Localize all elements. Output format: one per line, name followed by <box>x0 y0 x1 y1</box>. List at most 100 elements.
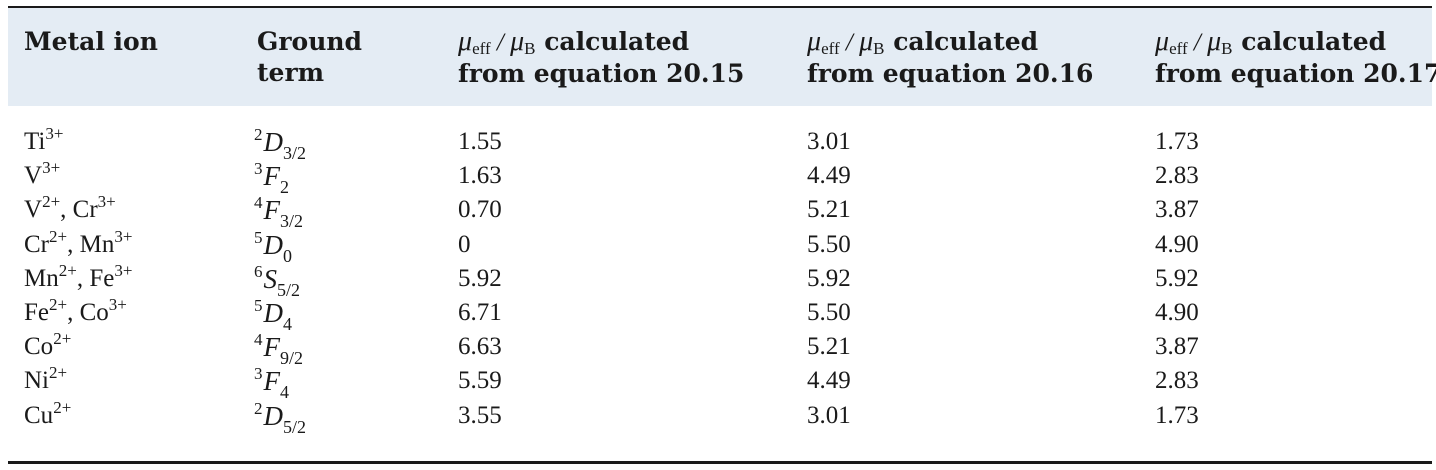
eq1-value: 3.55 <box>458 401 502 429</box>
mu-b-subscript: B <box>1221 39 1233 58</box>
eq1-value: 6.63 <box>458 333 502 361</box>
eq2-value: 4.49 <box>807 367 851 395</box>
header-eq3-label: from equation 20.17 <box>1155 59 1436 88</box>
ion-separator: , <box>67 298 80 326</box>
ion-element: Co <box>24 333 54 361</box>
eq1-value: 0 <box>458 230 471 258</box>
eq3-value: 2.83 <box>1155 367 1199 395</box>
mu-eff-subscript: eff <box>472 39 491 58</box>
term-j: 3/2 <box>280 211 304 232</box>
ground-term-cell: 4F9/2 <box>254 330 304 369</box>
ion-element: Co <box>79 298 109 326</box>
term-j: 9/2 <box>280 348 304 369</box>
ion-charge: 2+ <box>58 260 77 280</box>
term-multiplicity: 4 <box>254 330 263 350</box>
ion-element: Cr <box>24 230 49 258</box>
table-row: Cu2+ 2D5/2 3.55 3.01 1.73 <box>8 398 1432 437</box>
ground-term-cell: 4F3/2 <box>254 193 304 232</box>
ion-charge: 3+ <box>108 294 127 314</box>
eq2-value: 5.92 <box>807 264 851 292</box>
eq2-value: 5.50 <box>807 298 851 326</box>
table-body: Ti3+ 2D3/2 1.55 3.01 1.73 V3+ 3F2 1.63 4.49 2.83 V… <box>8 125 1432 437</box>
ion-separator: , <box>76 264 90 292</box>
calculated-label: calculated <box>535 27 690 56</box>
header-mu-ratio: μeff / μB calculated <box>807 26 1093 58</box>
ion-charge: 2+ <box>49 226 68 246</box>
eq2-value: 4.49 <box>807 162 851 190</box>
ion-element: V <box>24 196 43 224</box>
ground-term-cell: 3F4 <box>254 364 289 403</box>
ion-charge: 3+ <box>97 192 116 212</box>
header-mu-ratio: μeff / μB calculated <box>1155 26 1436 58</box>
eq3-value: 1.73 <box>1155 401 1199 429</box>
eq2-value: 5.21 <box>807 333 851 361</box>
eq3-value: 5.92 <box>1155 264 1199 292</box>
ground-term-cell: 5D0 <box>254 228 292 266</box>
term-j: 5/2 <box>283 416 307 437</box>
ion-charge: 2+ <box>49 294 68 314</box>
term-symbol: D <box>263 127 284 157</box>
mu-symbol: μ <box>1155 26 1170 57</box>
ion-charge: 3+ <box>45 124 64 143</box>
ground-term-cell: 6S5/2 <box>254 261 301 300</box>
ion-element: Fe <box>24 298 49 326</box>
metal-ion-cell: Ti3+ <box>24 125 63 159</box>
term-j: 4 <box>280 382 289 403</box>
header-metal-ion: Metal ion <box>24 26 158 57</box>
term-multiplicity: 6 <box>254 261 263 281</box>
table-header: Metal ion Ground term μeff / μB calculat… <box>8 8 1436 106</box>
table-row: Cr2+, Mn3+ 5D0 0 5.50 4.90 <box>8 228 1432 266</box>
mu-symbol: μ <box>807 26 822 57</box>
header-eq3: μeff / μB calculated from equation 20.17 <box>1155 26 1436 89</box>
data-table: Metal ion Ground term μeff / μB calculat… <box>8 6 1436 464</box>
term-multiplicity: 3 <box>254 364 263 384</box>
metal-ion-cell: Mn2+, Fe3+ <box>24 262 132 296</box>
ion-charge: 3+ <box>114 260 133 280</box>
eq3-value: 4.90 <box>1155 230 1199 258</box>
term-symbol: S <box>263 263 278 294</box>
header-metal-ion-label: Metal ion <box>24 27 158 56</box>
header-ground-term: Ground term <box>257 26 362 88</box>
calculated-label: calculated <box>884 27 1039 56</box>
ion-element: Ni <box>24 367 49 395</box>
ion-element: V <box>24 162 43 190</box>
table-row: V3+ 3F2 1.63 4.49 2.83 <box>8 159 1432 196</box>
calculated-label: calculated <box>1232 27 1387 56</box>
ground-term-cell: 5D4 <box>254 296 292 334</box>
term-multiplicity: 4 <box>254 193 263 213</box>
metal-ion-cell: Fe2+, Co3+ <box>24 296 127 330</box>
mu-symbol: μ <box>458 26 473 57</box>
ion-charge: 2+ <box>53 329 72 349</box>
eq1-value: 6.71 <box>458 298 502 326</box>
term-j: 4 <box>283 313 292 334</box>
term-symbol: D <box>263 229 284 260</box>
header-eq2-label: from equation 20.16 <box>807 59 1094 88</box>
metal-ion-cell: Cr2+, Mn3+ <box>24 228 132 262</box>
term-j: 5/2 <box>277 279 301 300</box>
ground-term-cell: 2D5/2 <box>254 398 307 437</box>
metal-ion-cell: Ni2+ <box>24 364 67 398</box>
term-symbol: D <box>263 400 284 431</box>
eq2-value: 5.21 <box>807 196 851 224</box>
term-symbol: F <box>263 366 281 397</box>
ion-element: Fe <box>89 264 115 292</box>
metal-ion-cell: V3+ <box>24 159 60 193</box>
eq2-value: 3.01 <box>807 401 851 429</box>
term-symbol: F <box>263 195 281 226</box>
ion-charge: 2+ <box>49 363 68 383</box>
table-row: V2+, Cr3+ 4F3/2 0.70 5.21 3.87 <box>8 192 1432 232</box>
eq3-value: 1.73 <box>1155 128 1199 155</box>
term-j: 2 <box>280 177 289 198</box>
ratio-slash: / <box>839 29 860 56</box>
eq3-value: 2.83 <box>1155 162 1199 190</box>
ion-element: Cr <box>72 196 98 224</box>
term-multiplicity: 2 <box>254 398 263 418</box>
term-j: 0 <box>283 245 292 266</box>
eq2-value: 5.50 <box>807 230 851 258</box>
mu-symbol: μ <box>510 26 525 57</box>
eq3-value: 3.87 <box>1155 333 1199 361</box>
eq3-value: 3.87 <box>1155 196 1199 224</box>
header-eq1-label: from equation 20.15 <box>458 59 745 88</box>
table-row: Co2+ 4F9/2 6.63 5.21 3.87 <box>8 329 1432 369</box>
eq2-value: 3.01 <box>807 128 851 155</box>
